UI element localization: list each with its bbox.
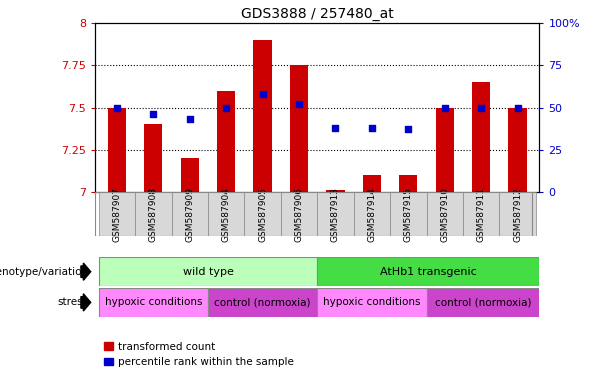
Text: GSM587911: GSM587911: [477, 187, 485, 242]
Bar: [463, 192, 500, 236]
Text: GSM587907: GSM587907: [112, 187, 121, 242]
Point: [221, 104, 231, 111]
Bar: [290, 65, 308, 192]
Bar: [144, 124, 162, 192]
Text: GSM587914: GSM587914: [367, 187, 376, 242]
Bar: [500, 192, 536, 236]
Point: [403, 126, 413, 132]
Point: [330, 125, 340, 131]
Bar: [281, 192, 318, 236]
Bar: [354, 192, 390, 236]
Bar: [208, 192, 245, 236]
Text: GSM587909: GSM587909: [185, 187, 194, 242]
Bar: [472, 82, 490, 192]
Bar: [99, 192, 135, 236]
Point: [367, 125, 377, 131]
Title: GDS3888 / 257480_at: GDS3888 / 257480_at: [241, 7, 394, 21]
Point: [185, 116, 195, 122]
Point: [476, 104, 486, 111]
Bar: [390, 192, 427, 236]
Legend: transformed count, percentile rank within the sample: transformed count, percentile rank withi…: [100, 338, 298, 371]
Bar: [181, 158, 199, 192]
Bar: [326, 190, 345, 192]
Text: GSM587912: GSM587912: [513, 187, 522, 242]
Text: stress: stress: [58, 297, 89, 308]
Point: [257, 91, 267, 97]
Bar: [363, 175, 381, 192]
Text: GSM587913: GSM587913: [331, 187, 340, 242]
Text: genotype/variation: genotype/variation: [0, 266, 89, 277]
Bar: [318, 257, 539, 286]
Bar: [318, 192, 354, 236]
Point: [112, 104, 122, 111]
Bar: [99, 257, 318, 286]
Text: GSM587910: GSM587910: [440, 187, 449, 242]
Bar: [172, 192, 208, 236]
Text: control (normoxia): control (normoxia): [215, 297, 311, 308]
Point: [148, 111, 158, 118]
FancyArrow shape: [81, 294, 91, 311]
Bar: [135, 192, 172, 236]
Bar: [436, 108, 454, 192]
Bar: [508, 108, 527, 192]
Point: [440, 104, 449, 111]
Bar: [318, 288, 427, 317]
Bar: [208, 288, 318, 317]
Bar: [399, 175, 417, 192]
Text: AtHb1 transgenic: AtHb1 transgenic: [380, 266, 477, 277]
Text: wild type: wild type: [183, 266, 234, 277]
Text: GSM587904: GSM587904: [222, 187, 230, 242]
FancyArrow shape: [81, 263, 91, 280]
Bar: [217, 91, 235, 192]
Text: GSM587915: GSM587915: [404, 187, 413, 242]
Text: control (normoxia): control (normoxia): [435, 297, 531, 308]
Point: [294, 101, 304, 107]
Text: GSM587908: GSM587908: [149, 187, 158, 242]
Text: GSM587905: GSM587905: [258, 187, 267, 242]
Bar: [108, 108, 126, 192]
Text: GSM587906: GSM587906: [294, 187, 303, 242]
Bar: [254, 40, 272, 192]
Bar: [427, 192, 463, 236]
Bar: [99, 288, 208, 317]
Bar: [427, 288, 539, 317]
Bar: [245, 192, 281, 236]
Text: hypoxic conditions: hypoxic conditions: [105, 297, 202, 308]
Point: [512, 104, 522, 111]
Text: hypoxic conditions: hypoxic conditions: [323, 297, 421, 308]
